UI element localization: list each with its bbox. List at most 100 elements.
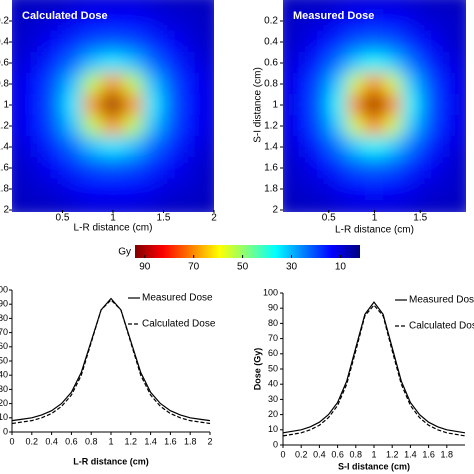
heatmap-cell — [456, 157, 466, 179]
heatmap-cell — [364, 73, 385, 95]
heatmap-cell — [183, 157, 205, 179]
heatmap-cell — [328, 52, 348, 74]
heatmap-cell — [122, 10, 144, 32]
heatmap-cell — [456, 199, 466, 212]
heatmap-cell — [12, 10, 23, 32]
heatmap-cell — [291, 136, 311, 158]
y-tick-label: 0.6 — [264, 58, 278, 69]
heatmap-cell — [383, 157, 403, 179]
heatmap-cell — [41, 73, 63, 95]
x-tick-label: 1.6 — [164, 436, 177, 446]
x-axis-label: L-R distance (cm) — [74, 223, 153, 234]
heatmap-cell — [41, 0, 63, 11]
heatmap-cell — [41, 136, 63, 158]
heatmap-cell — [62, 115, 84, 137]
series-line — [11, 299, 211, 425]
heatmap-cell — [346, 115, 366, 137]
heatmap-cell — [21, 199, 43, 212]
heatmap-cell — [183, 136, 205, 158]
heatmap-cell — [438, 73, 458, 95]
heatmap-cell — [364, 0, 385, 11]
heatmap-cell — [203, 136, 214, 158]
heatmap-cell — [203, 10, 214, 32]
heatmap-cell — [383, 52, 403, 74]
heatmap-cell — [401, 52, 421, 74]
heatmap-cell — [438, 10, 458, 32]
heatmap-cell — [163, 94, 185, 116]
heatmap-cell — [309, 178, 330, 200]
heatmap-cell — [419, 136, 440, 158]
legend-label: Calculated Dose — [409, 321, 474, 332]
heatmap-cell — [21, 52, 43, 74]
heatmap-cell — [122, 73, 144, 95]
x-tick-label: 0.4 — [45, 436, 58, 446]
y-tick-label: 10 — [268, 424, 278, 434]
heatmap-cell — [456, 136, 466, 158]
heatmap-cell — [82, 52, 104, 74]
heatmap-cell — [364, 115, 385, 137]
heatmap-cell — [203, 199, 214, 212]
heatmap-cell — [456, 115, 466, 137]
heatmap-cell — [283, 31, 293, 53]
heatmap-cell — [12, 157, 23, 179]
heatmap-cell — [82, 0, 104, 11]
heatmap-cell — [12, 115, 23, 137]
y-tick-label: 30 — [0, 384, 8, 394]
colorbar-tick-label: 30 — [286, 262, 298, 273]
heatmap-cell — [142, 10, 164, 32]
heatmap-cell — [346, 157, 366, 179]
heatmap-cell — [183, 31, 205, 53]
heatmap-cells — [283, 0, 466, 212]
heatmap — [283, 0, 466, 212]
heatmap-cell — [401, 115, 421, 137]
heatmap-cell — [183, 115, 205, 137]
heatmap-cell — [419, 199, 440, 212]
heatmap-cell — [438, 31, 458, 53]
y-tick-label: 1.8 — [0, 184, 9, 195]
heatmap-cell — [364, 52, 385, 74]
heatmap-cell — [62, 0, 84, 11]
heatmap-cell — [62, 10, 84, 32]
y-tick-label: 1.2 — [0, 121, 9, 132]
heatmap-cell — [438, 0, 458, 11]
y-tick-label: 40 — [268, 379, 278, 389]
y-tick-label: 2 — [3, 205, 9, 216]
heatmap-cell — [41, 178, 63, 200]
heatmap-cell — [62, 136, 84, 158]
heatmap-cell — [163, 10, 185, 32]
heatmap-cell — [401, 157, 421, 179]
heatmap-cell — [383, 136, 403, 158]
x-tick-label: 1 — [372, 213, 378, 224]
y-tick-label: 80 — [0, 313, 8, 323]
x-tick-label: 1.5 — [413, 213, 427, 224]
heatmap-cell — [102, 136, 124, 158]
y-tick-label: 0 — [3, 426, 8, 436]
heatmap-cell — [12, 94, 23, 116]
heatmap-cell — [401, 31, 421, 53]
heatmap-cell — [82, 157, 104, 179]
heatmap-cell — [419, 52, 440, 74]
heatmap-cell — [283, 136, 293, 158]
x-tick-label: 1.8 — [184, 436, 197, 446]
heatmap-cell — [346, 31, 366, 53]
y-tick-label: 50 — [0, 355, 8, 365]
heatmap-cell — [21, 115, 43, 137]
heatmap-cells — [12, 0, 214, 212]
heatmap-cell — [346, 136, 366, 158]
heatmap-cell — [328, 136, 348, 158]
series-line — [282, 304, 466, 437]
heatmap-cell — [203, 0, 214, 11]
heatmap-cell — [346, 0, 366, 11]
heatmap-cell — [328, 10, 348, 32]
heatmap-cell — [456, 178, 466, 200]
heatmap-cell — [401, 94, 421, 116]
heatmap-cell — [122, 94, 144, 116]
heatmap-cell — [41, 31, 63, 53]
heatmap-cell — [203, 94, 214, 116]
y-tick-label: 60 — [0, 341, 8, 351]
heatmap-cell — [163, 136, 185, 158]
y-tick-label: 1 — [272, 100, 278, 111]
heatmap-cell — [328, 31, 348, 53]
y-tick-label: 10 — [0, 412, 8, 422]
heatmap-cell — [12, 0, 23, 11]
